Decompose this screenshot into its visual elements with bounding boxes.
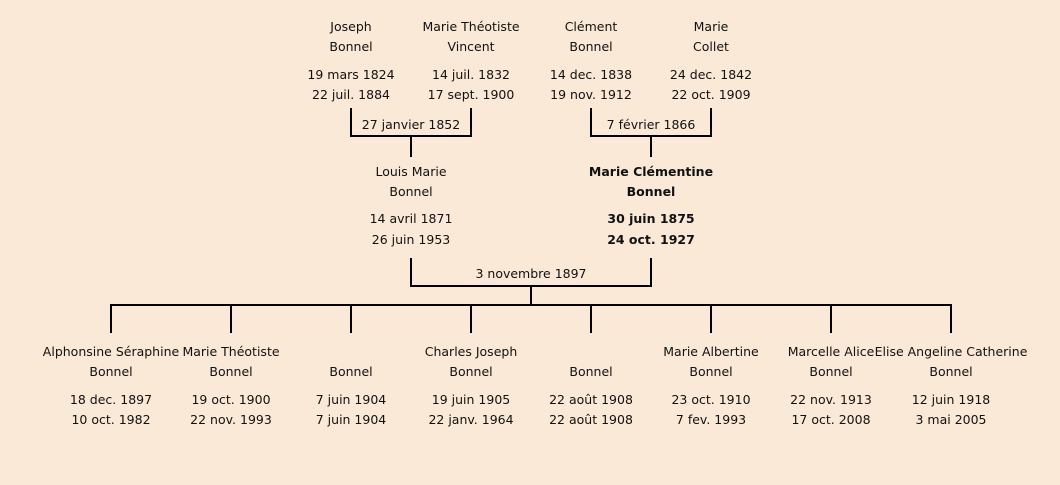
person-surname: Vincent xyxy=(447,39,495,54)
person-birth-date: 12 juin 1918 xyxy=(911,392,991,407)
person-first-name: Charles Joseph xyxy=(424,344,518,359)
person-birth-date: 22 nov. 1913 xyxy=(790,392,872,407)
person-first-name: Marie Théotiste xyxy=(182,344,280,359)
person-birth-date: 19 juin 1905 xyxy=(431,392,511,407)
person-birth-date: 24 dec. 1842 xyxy=(669,67,753,82)
person-birth-date: 19 mars 1824 xyxy=(307,67,395,82)
person-first-name: Clément xyxy=(564,19,618,34)
marriage-date: 7 février 1866 xyxy=(606,117,696,132)
person-birth-date: 14 avril 1871 xyxy=(369,211,453,226)
person-birth-date: 18 dec. 1897 xyxy=(69,392,153,407)
person-surname: Bonnel xyxy=(569,39,613,54)
person-surname: Bonnel xyxy=(689,364,733,379)
person-first-name: Marie xyxy=(693,19,729,34)
person-birth-date: 14 juil. 1832 xyxy=(432,67,510,82)
person-surname: Collet xyxy=(693,39,729,54)
person-surname: Bonnel xyxy=(89,364,133,379)
person-birth-date: 19 oct. 1900 xyxy=(191,392,271,407)
person-death-date: 10 oct. 1982 xyxy=(71,412,151,427)
person-birth-date: 23 oct. 1910 xyxy=(671,392,751,407)
person-first-name: Marcelle Alice xyxy=(787,344,875,359)
person-death-date: 26 juin 1953 xyxy=(371,232,451,247)
person-death-date: 22 janv. 1964 xyxy=(428,412,514,427)
person-first-name: Marie Théotiste xyxy=(422,19,520,34)
person-first-name: Louis Marie xyxy=(375,164,447,179)
person-death-date: 19 nov. 1912 xyxy=(550,87,632,102)
person-birth-date: 30 juin 1875 xyxy=(607,211,695,226)
person-death-date: 3 mai 2005 xyxy=(915,412,987,427)
person-death-date: 22 nov. 1993 xyxy=(190,412,272,427)
person-death-date: 22 oct. 1909 xyxy=(671,87,751,102)
marriage-bracket-right xyxy=(590,108,712,157)
person-first-name: Marie Clémentine xyxy=(588,164,714,179)
person-first-name: Joseph xyxy=(330,19,372,34)
person-first-name: Elise Angeline Catherine xyxy=(874,344,1028,359)
person-death-date: 17 sept. 1900 xyxy=(427,87,515,102)
person-surname: Bonnel xyxy=(209,364,253,379)
person-birth-date: 7 juin 1904 xyxy=(315,392,387,407)
person-surname: Bonnel xyxy=(626,184,676,199)
person-surname: Bonnel xyxy=(329,39,373,54)
marriage-date: 3 novembre 1897 xyxy=(475,266,587,281)
marriage-date: 27 janvier 1852 xyxy=(361,117,461,132)
marriage-bracket-left xyxy=(350,108,472,157)
person-surname: Bonnel xyxy=(929,364,973,379)
marriage-bracket-parents xyxy=(410,258,652,305)
person-surname: Bonnel xyxy=(569,364,613,379)
person-death-date: 24 oct. 1927 xyxy=(607,232,695,247)
person-first-name: Alphonsine Séraphine xyxy=(42,344,180,359)
person-first-name: Marie Albertine xyxy=(663,344,759,359)
person-surname: Bonnel xyxy=(809,364,853,379)
person-birth-date: 22 août 1908 xyxy=(549,392,633,407)
person-birth-date: 14 dec. 1838 xyxy=(549,67,633,82)
person-death-date: 7 juin 1904 xyxy=(315,412,387,427)
person-surname: Bonnel xyxy=(389,184,433,199)
person-death-date: 17 oct. 2008 xyxy=(791,412,871,427)
person-surname: Bonnel xyxy=(329,364,373,379)
person-death-date: 22 août 1908 xyxy=(549,412,633,427)
person-death-date: 7 fev. 1993 xyxy=(675,412,747,427)
person-death-date: 22 juil. 1884 xyxy=(312,87,390,102)
children-bar xyxy=(110,304,952,333)
person-surname: Bonnel xyxy=(449,364,493,379)
